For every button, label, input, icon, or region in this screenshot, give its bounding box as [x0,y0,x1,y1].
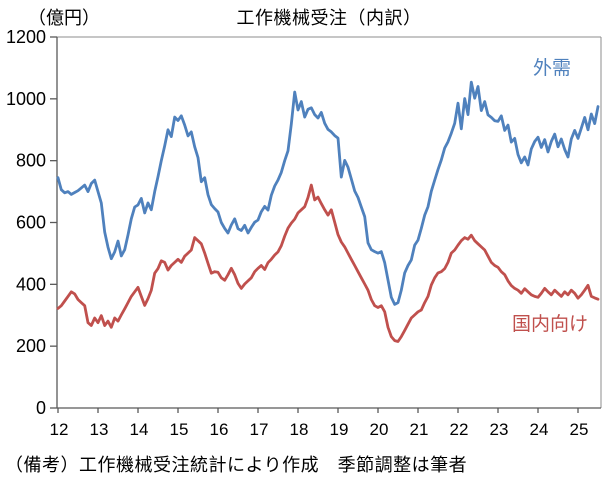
x-tick-label: 23 [490,420,509,439]
y-tick-label: 800 [16,151,46,171]
y-tick-label: 0 [36,398,46,418]
x-tick-label: 15 [170,420,189,439]
x-tick-label: 24 [530,420,549,439]
series-line-gaiju [56,80,600,306]
legend-label-kokunai: 国内向け [512,314,589,335]
x-tick-label: 18 [290,420,309,439]
y-tick-label: 1200 [6,27,46,47]
source-note: （備考）工作機械受注統計により作成 季節調整は筆者 [5,455,468,475]
x-tick-label: 14 [130,420,149,439]
y-tick-label: 400 [16,274,46,294]
x-tick-label: 13 [90,420,109,439]
y-tick-label: 600 [16,213,46,233]
y-axis-unit-label: （億円） [28,8,100,28]
x-tick-label: 17 [250,420,269,439]
y-tick-label: 1000 [6,89,46,109]
chart-title: 工作機械受注（内訳） [236,8,422,28]
x-tick-label: 16 [210,420,229,439]
y-tick-label: 200 [16,336,46,356]
series-line-kokunai [56,183,600,343]
x-tick-label: 19 [330,420,349,439]
x-tick-label: 25 [570,420,589,439]
legend-label-gaiju: 外需 [533,58,572,79]
x-tick-label: 12 [50,420,69,439]
x-tick-label: 22 [450,420,469,439]
x-tick-label: 20 [370,420,389,439]
x-tick-label: 21 [410,420,429,439]
